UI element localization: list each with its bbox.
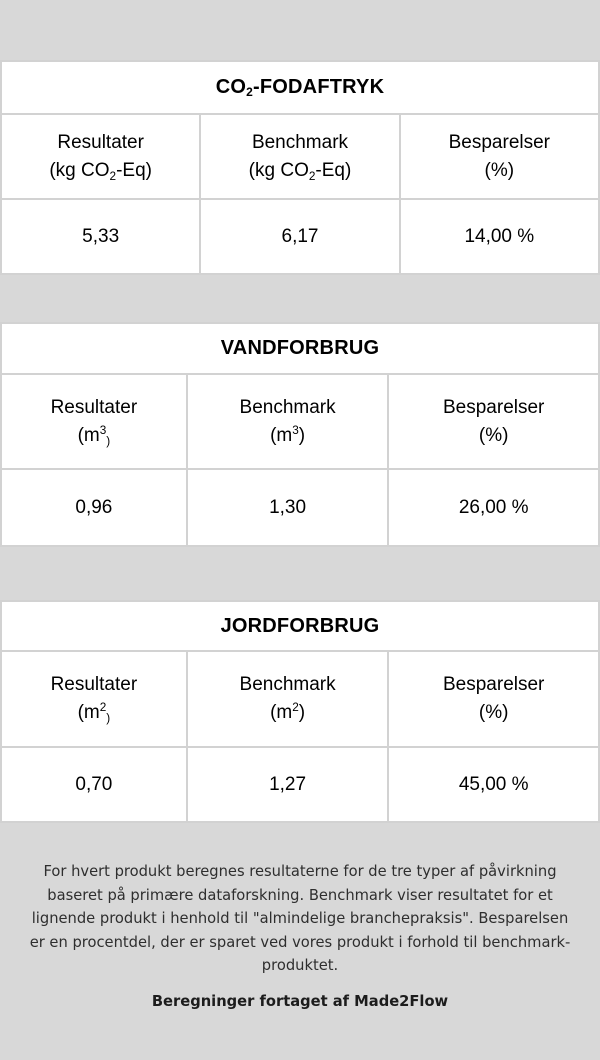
- column-label: Besparelser: [443, 674, 545, 695]
- column-label: Besparelser: [443, 396, 545, 418]
- co2-value-benchmark: 6,17: [201, 200, 399, 273]
- footer-description: For hvert produkt beregnes resultaterne …: [29, 863, 571, 974]
- land-value-benchmark: 1,27: [187, 748, 388, 821]
- column-label: Besparelser: [448, 131, 551, 153]
- column-unit: (m3): [77, 423, 111, 448]
- land-table-title: JORDFORBRUG: [2, 602, 598, 650]
- column-label: Benchmark: [239, 674, 336, 695]
- water-header-benchmark: Benchmark (m3): [187, 375, 388, 468]
- water-usage-table: VANDFORBRUG Resultater (m3) Benchmark (m…: [0, 322, 600, 547]
- column-label: Resultater: [50, 396, 138, 418]
- column-unit: (m3): [270, 423, 306, 446]
- land-header-besparelser: Besparelser (%): [389, 652, 598, 746]
- water-value-besparelser: 26,00 %: [389, 470, 598, 545]
- footer: For hvert produkt beregnes resultaterne …: [0, 823, 600, 1010]
- title-text: VANDFORBRUG: [220, 337, 380, 359]
- footer-credit: Beregninger fortaget af Made2Flow: [151, 992, 449, 1010]
- co2-footprint-table: CO2-FODAFTRYK Resultater (kg CO2-Eq) Ben…: [0, 60, 600, 275]
- water-value-resultater: 0,96: [2, 470, 186, 545]
- column-unit: (%): [478, 702, 509, 723]
- title-text: JORDFORBRUG: [220, 614, 380, 637]
- co2-header-resultater: Resultater (kg CO2-Eq): [2, 115, 200, 198]
- column-unit: (kg CO2-Eq): [248, 159, 352, 183]
- column-unit: (m2): [77, 701, 111, 725]
- co2-value-resultater: 5,33: [2, 200, 200, 273]
- co2-table-title: CO2-FODAFTRYK: [2, 62, 598, 113]
- co2-header-benchmark: Benchmark (kg CO2-Eq): [201, 115, 399, 198]
- title-text: CO2-FODAFTRYK: [215, 76, 385, 99]
- co2-value-besparelser: 14,00 %: [400, 200, 598, 273]
- co2-header-besparelser: Besparelser (%): [400, 115, 598, 198]
- column-label: Benchmark: [239, 396, 336, 418]
- land-header-resultater: Resultater (m2): [2, 652, 186, 746]
- column-unit: (kg CO2-Eq): [49, 159, 152, 183]
- land-header-benchmark: Benchmark (m2): [187, 652, 388, 746]
- column-label: Benchmark: [251, 131, 349, 153]
- report-page: { "page": { "background_color": "#d8d8d8…: [0, 60, 600, 1060]
- land-value-resultater: 0,70: [2, 748, 186, 821]
- column-unit: (m2): [270, 701, 306, 723]
- water-table-title: VANDFORBRUG: [2, 324, 598, 373]
- water-header-resultater: Resultater (m3): [2, 375, 186, 468]
- land-usage-table: JORDFORBRUG Resultater (m2) Benchmark (m…: [0, 600, 600, 823]
- column-label: Resultater: [50, 674, 138, 695]
- water-header-besparelser: Besparelser (%): [389, 375, 598, 468]
- column-label: Resultater: [57, 131, 144, 153]
- land-value-besparelser: 45,00 %: [389, 748, 598, 821]
- water-value-benchmark: 1,30: [187, 470, 388, 545]
- column-unit: (%): [478, 424, 509, 446]
- column-unit: (%): [484, 159, 515, 181]
